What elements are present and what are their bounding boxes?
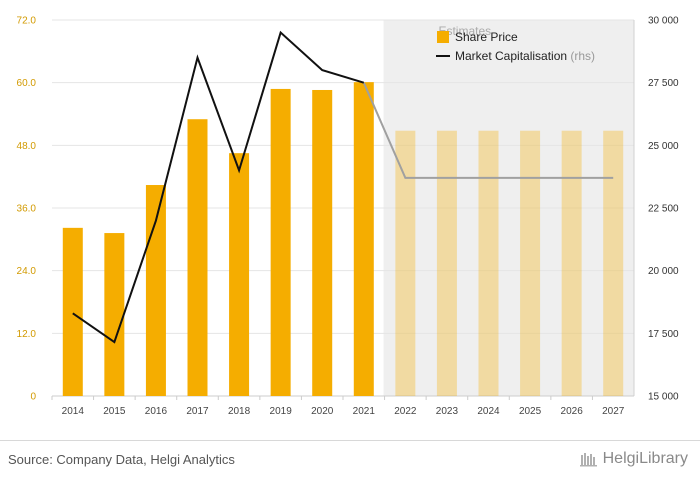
y-left-tick-label: 48.0: [17, 141, 37, 152]
y-left-tick-label: 12.0: [17, 329, 37, 340]
x-tick-label: 2024: [477, 406, 500, 417]
y-left-tick-label: 24.0: [17, 266, 37, 277]
bar-share-price: [354, 82, 374, 396]
bar-share-price: [395, 131, 415, 396]
y-right-tick-label: 17 500: [648, 329, 679, 340]
bar-share-price: [603, 131, 623, 396]
x-tick-label: 2026: [561, 406, 584, 417]
bar-share-price: [312, 90, 332, 396]
y-right-tick-label: 22 500: [648, 204, 679, 215]
x-tick-label: 2027: [602, 406, 625, 417]
x-tick-label: 2017: [186, 406, 209, 417]
bar-share-price: [104, 233, 124, 396]
bar-share-price: [479, 131, 499, 396]
y-left-tick-label: 0: [30, 392, 36, 403]
y-left-tick-label: 36.0: [17, 204, 37, 215]
y-right-tick-label: 30 000: [648, 16, 679, 27]
y-left-tick-label: 72.0: [17, 16, 37, 27]
bar-share-price: [562, 131, 582, 396]
y-right-tick-label: 27 500: [648, 78, 679, 89]
chart-footer: Source: Company Data, Helgi Analytics He…: [0, 440, 700, 484]
library-icon: [580, 451, 598, 467]
x-tick-label: 2023: [436, 406, 459, 417]
brand-logo[interactable]: HelgiLibrary: [580, 450, 688, 468]
x-tick-label: 2016: [145, 406, 168, 417]
brand-name: HelgiLibrary: [603, 450, 688, 468]
y-right-tick-label: 15 000: [648, 392, 679, 403]
bar-share-price: [520, 131, 540, 396]
x-tick-label: 2021: [353, 406, 376, 417]
y-left-tick-label: 60.0: [17, 78, 37, 89]
bar-share-price: [271, 89, 291, 396]
bar-share-price: [229, 153, 249, 396]
chart-canvas: 0 12.0 24.0 36.0 48.0 60.0 72.0 15 000 17 500 20 …: [0, 0, 700, 440]
legend-swatch-share-price: [437, 31, 449, 43]
legend-label-rhs: (rhs): [570, 49, 595, 63]
x-tick-label: 2019: [270, 406, 293, 417]
x-tick-label: 2025: [519, 406, 542, 417]
x-tick-label: 2015: [103, 406, 126, 417]
x-tick-label: 2020: [311, 406, 334, 417]
bar-share-price: [63, 228, 83, 396]
x-tick-label: 2014: [62, 406, 85, 417]
source-note: Source: Company Data, Helgi Analytics: [8, 452, 235, 467]
bar-share-price: [188, 119, 208, 396]
y-right-tick-label: 20 000: [648, 266, 679, 277]
y-right-tick-label: 25 000: [648, 141, 679, 152]
x-tick-label: 2018: [228, 406, 251, 417]
legend-label-market-cap: Market Capitalisation (rhs): [455, 49, 595, 63]
x-tick-label: 2022: [394, 406, 417, 417]
bar-share-price: [437, 131, 457, 396]
legend-label-share-price: Share Price: [455, 30, 518, 44]
